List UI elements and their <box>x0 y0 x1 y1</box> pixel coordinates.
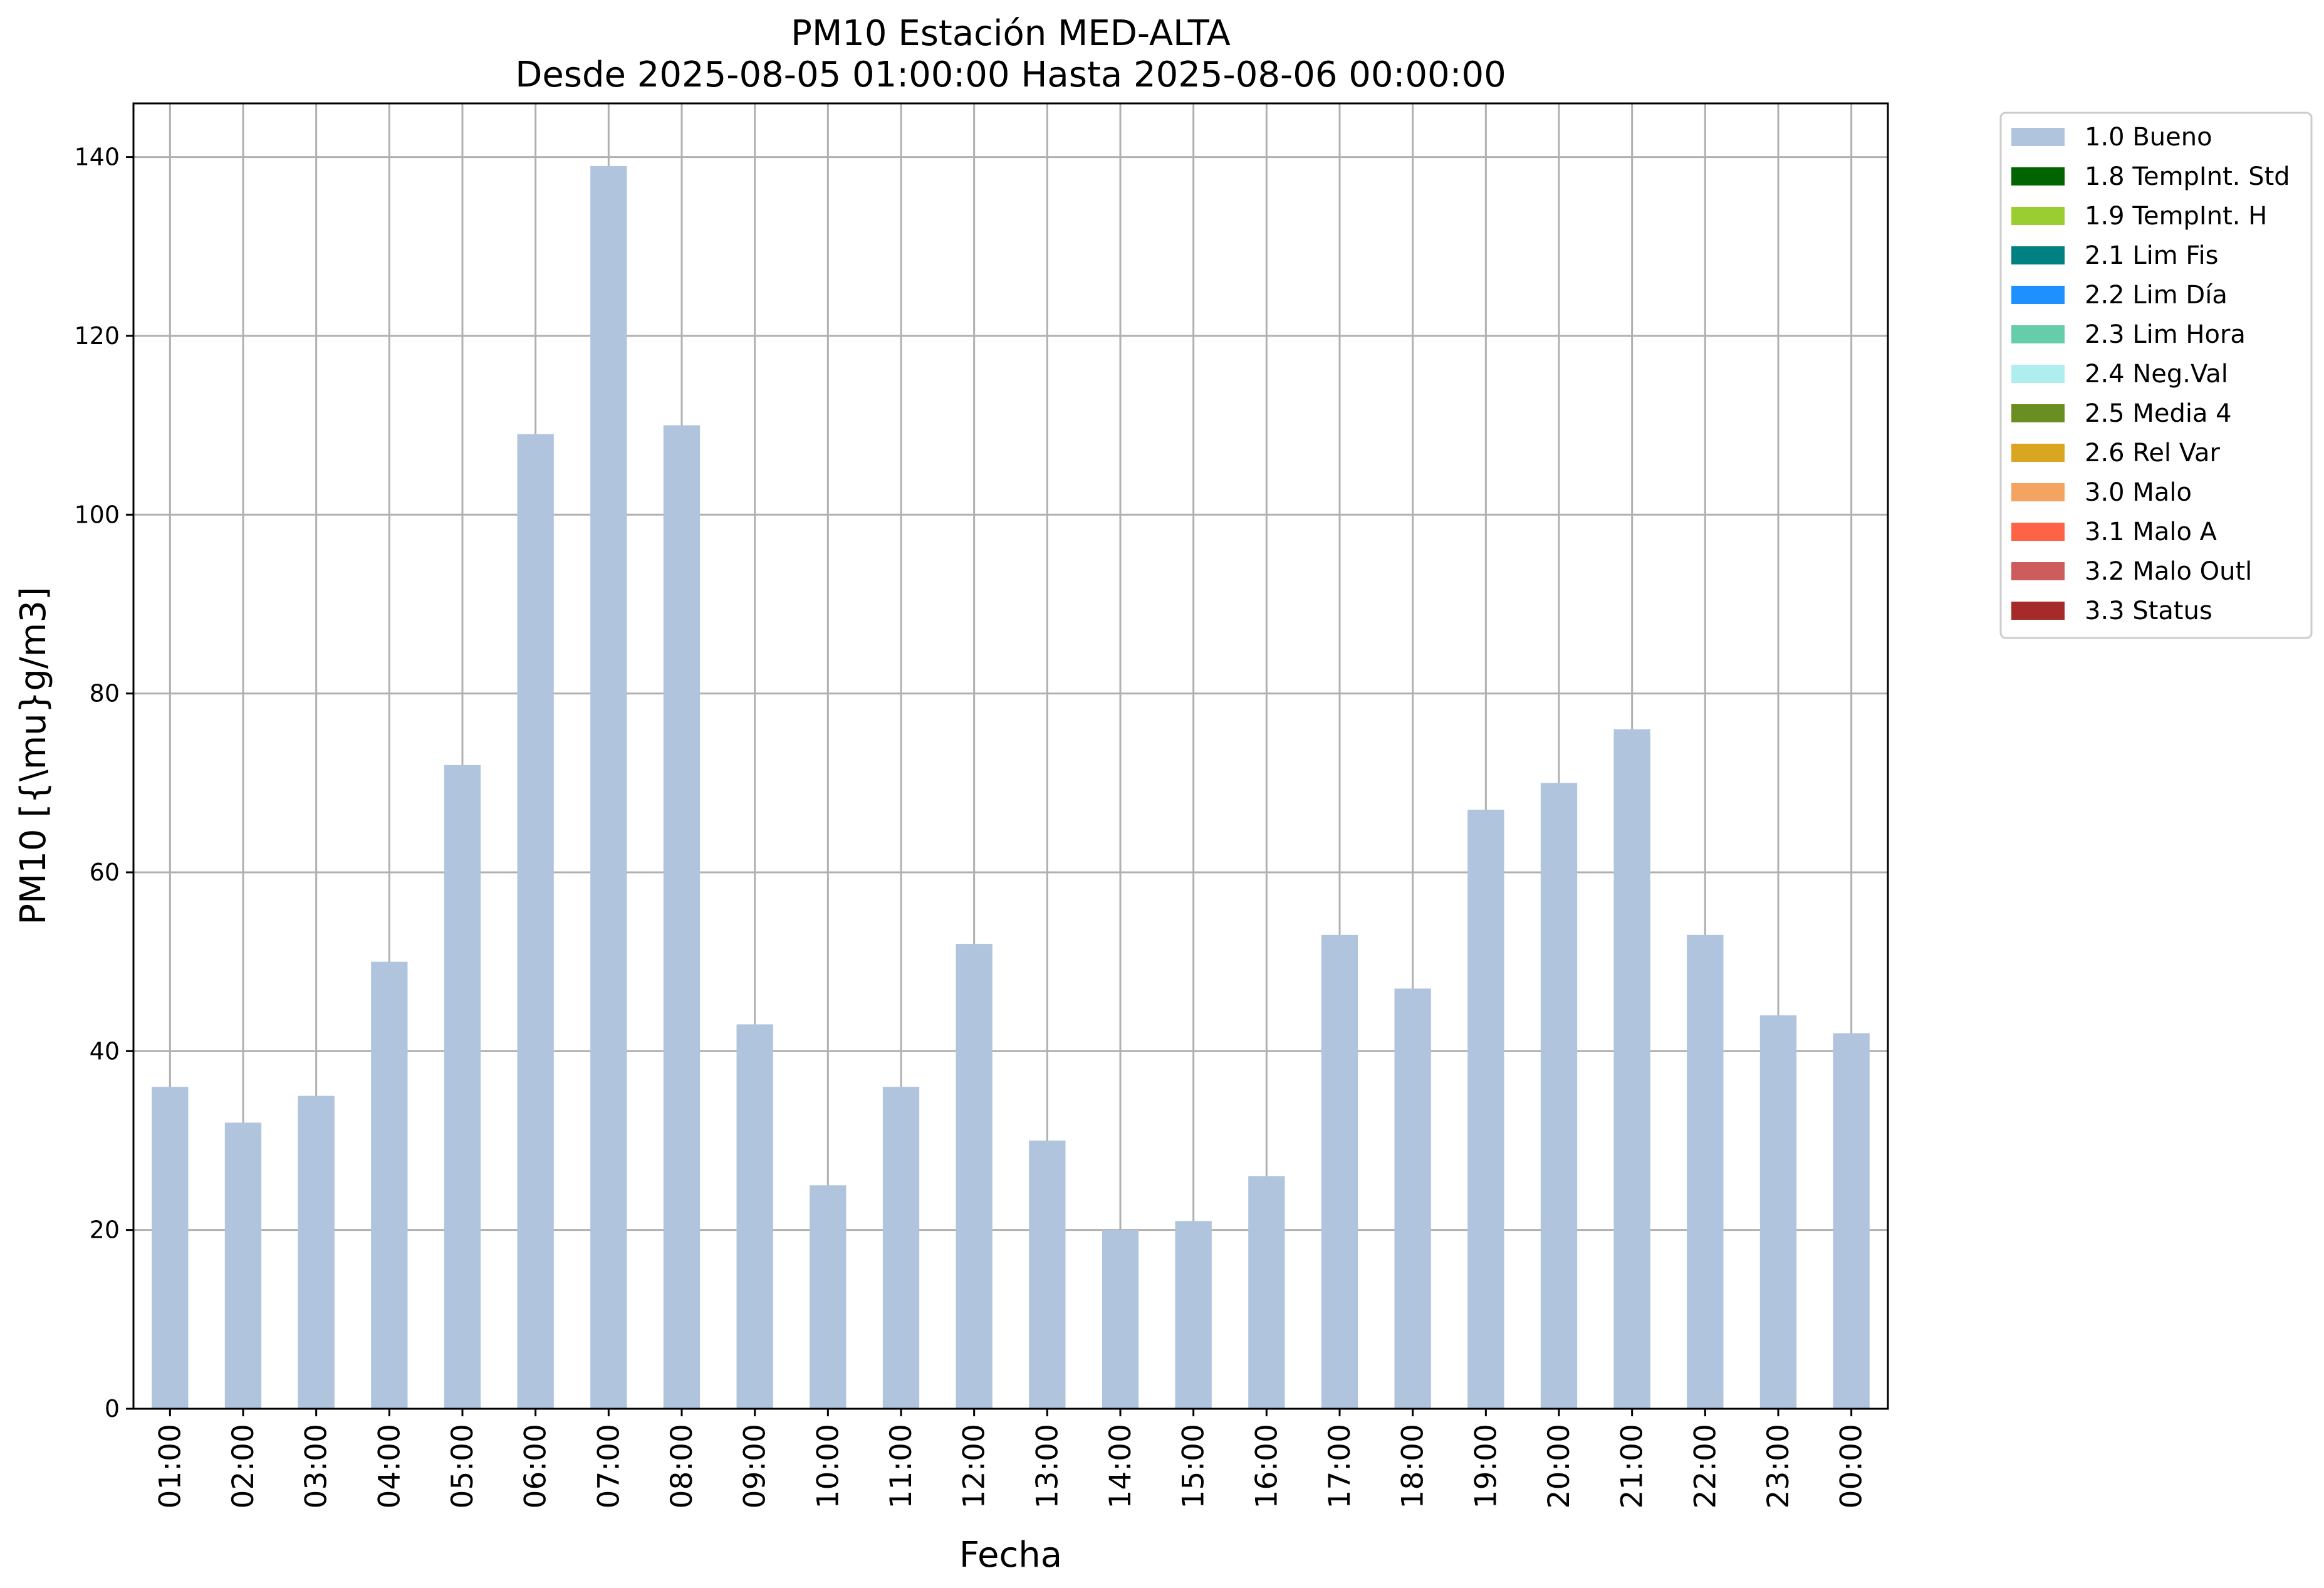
chart-title: PM10 Estación MED-ALTA <box>791 13 1231 54</box>
y-axis: 0 20 40 60 80 100 120 140 <box>74 144 133 1423</box>
legend-swatch <box>2011 246 2065 264</box>
legend-label: 2.4 Neg.Val <box>2085 360 2228 389</box>
legend-swatch <box>2011 167 2065 185</box>
y-tick-label: 40 <box>90 1037 120 1065</box>
legend-label: 1.9 TempInt. H <box>2085 202 2267 231</box>
x-tick-label: 17:00 <box>1323 1424 1357 1508</box>
legend-label: 2.3 Lim Hora <box>2085 320 2246 349</box>
bar-08:00 <box>663 425 701 1409</box>
x-tick-label: 16:00 <box>1249 1424 1284 1508</box>
legend-label: 3.1 Malo A <box>2085 518 2217 546</box>
legend-swatch <box>2011 523 2065 541</box>
bar-00:00 <box>1833 1033 1870 1409</box>
bar-20:00 <box>1540 783 1578 1409</box>
bar-16:00 <box>1248 1176 1285 1409</box>
x-tick-label: 18:00 <box>1396 1424 1430 1508</box>
bar-01:00 <box>152 1087 189 1409</box>
x-tick-label: 01:00 <box>153 1424 187 1508</box>
bar-11:00 <box>882 1087 920 1409</box>
legend-swatch <box>2011 444 2065 462</box>
y-axis-title: PM10 [{\mu}g/m3] <box>13 587 54 925</box>
legend-swatch <box>2011 325 2065 343</box>
x-tick-label: 07:00 <box>591 1424 626 1508</box>
legend-swatch <box>2011 483 2065 501</box>
legend-swatch <box>2011 562 2065 580</box>
chart-subtitle: Desde 2025-08-05 01:00:00 Hasta 2025-08-… <box>515 55 1506 95</box>
legend-swatch <box>2011 602 2065 620</box>
legend-swatch <box>2011 404 2065 422</box>
y-tick-label: 120 <box>74 322 120 350</box>
x-tick-label: 12:00 <box>957 1424 992 1508</box>
legend-swatch <box>2011 207 2065 225</box>
bar-07:00 <box>590 165 627 1409</box>
y-tick-label: 80 <box>90 680 120 708</box>
legend-label: 1.0 Bueno <box>2085 123 2212 152</box>
legend-box <box>1999 112 2313 639</box>
bar-02:00 <box>224 1122 262 1409</box>
legend-label: 2.1 Lim Fis <box>2085 241 2218 270</box>
bar-23:00 <box>1759 1015 1797 1409</box>
x-tick-label: 06:00 <box>519 1424 553 1508</box>
legend-swatch <box>2011 365 2065 383</box>
x-tick-label: 05:00 <box>446 1424 480 1508</box>
bar-21:00 <box>1613 729 1650 1409</box>
x-tick-label: 21:00 <box>1615 1424 1650 1508</box>
bar-series <box>152 165 1870 1409</box>
bar-06:00 <box>517 434 554 1409</box>
bar-17:00 <box>1321 934 1358 1409</box>
x-axis-title: Fecha <box>959 1535 1062 1575</box>
bar-18:00 <box>1394 988 1431 1409</box>
legend-label: 2.2 Lim Día <box>2085 281 2228 310</box>
bar-22:00 <box>1687 934 1724 1409</box>
x-tick-label: 22:00 <box>1688 1424 1722 1508</box>
legend-label: 3.3 Status <box>2085 597 2212 625</box>
legend-swatch <box>2011 286 2065 304</box>
bar-05:00 <box>444 765 481 1409</box>
legend-label: 1.8 TempInt. Std <box>2085 162 2290 191</box>
x-tick-label: 19:00 <box>1469 1424 1503 1508</box>
x-tick-label: 03:00 <box>300 1424 334 1508</box>
y-tick-label: 0 <box>105 1395 120 1423</box>
bar-12:00 <box>956 944 993 1409</box>
bar-10:00 <box>810 1185 847 1409</box>
legend-label: 2.6 Rel Var <box>2085 439 2221 468</box>
x-tick-label: 08:00 <box>665 1424 699 1508</box>
bar-14:00 <box>1102 1230 1139 1409</box>
x-tick-label: 20:00 <box>1542 1424 1576 1508</box>
x-tick-label: 11:00 <box>884 1424 919 1508</box>
x-tick-label: 10:00 <box>811 1424 845 1508</box>
bar-09:00 <box>736 1024 773 1409</box>
legend-label: 3.0 Malo <box>2085 478 2192 507</box>
bar-03:00 <box>298 1095 335 1409</box>
y-tick-label: 60 <box>90 859 120 886</box>
x-tick-label: 15:00 <box>1177 1424 1211 1508</box>
bar-15:00 <box>1175 1221 1212 1409</box>
bar-13:00 <box>1029 1140 1066 1409</box>
legend-label: 2.5 Media 4 <box>2085 399 2232 428</box>
legend: 1.0 Bueno 1.8 TempInt. Std 1.9 TempInt. H 2… <box>1999 112 2313 639</box>
bar-04:00 <box>371 961 408 1409</box>
bar-19:00 <box>1467 810 1504 1409</box>
x-tick-label: 09:00 <box>738 1424 773 1508</box>
x-tick-label: 02:00 <box>226 1424 261 1508</box>
x-tick-label: 00:00 <box>1835 1424 1869 1508</box>
x-tick-label: 04:00 <box>372 1424 407 1508</box>
plot-frame <box>132 102 1889 1410</box>
legend-label: 3.2 Malo Outl <box>2085 557 2252 586</box>
x-tick-label: 14:00 <box>1103 1424 1138 1508</box>
legend-swatch <box>2011 128 2065 146</box>
y-tick-label: 100 <box>74 501 120 528</box>
x-tick-label: 23:00 <box>1761 1424 1796 1508</box>
y-tick-label: 140 <box>74 144 120 171</box>
y-tick-label: 20 <box>90 1216 120 1244</box>
x-tick-label: 13:00 <box>1030 1424 1065 1508</box>
x-axis: 01:00 02:00 03:00 04:00 05:00 06:00 07:00 08:00… <box>153 1409 1869 1508</box>
